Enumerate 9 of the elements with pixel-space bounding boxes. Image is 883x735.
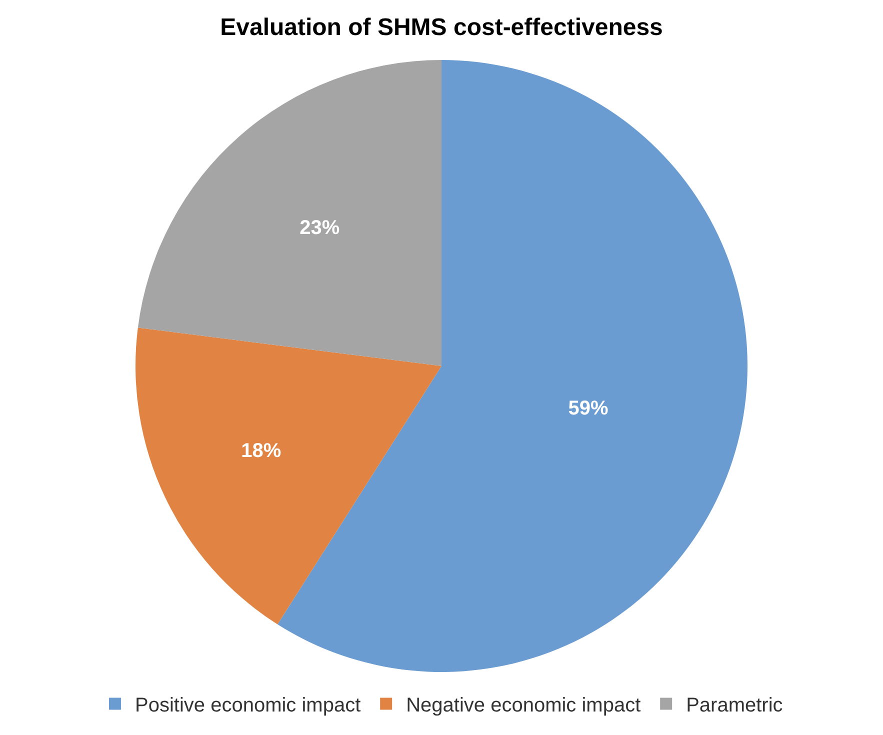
- data-label: 18%: [241, 440, 282, 462]
- legend-label: Parametric: [686, 694, 783, 717]
- legend-label: Negative economic impact: [406, 694, 642, 717]
- data-label: 59%: [568, 398, 609, 420]
- chart-title: Evaluation of SHMS cost-effectiveness: [220, 14, 663, 42]
- legend-label: Positive economic impact: [135, 694, 362, 717]
- pie-slice: [138, 60, 442, 366]
- data-label: 23%: [300, 216, 340, 239]
- pie-slice: [136, 328, 442, 624]
